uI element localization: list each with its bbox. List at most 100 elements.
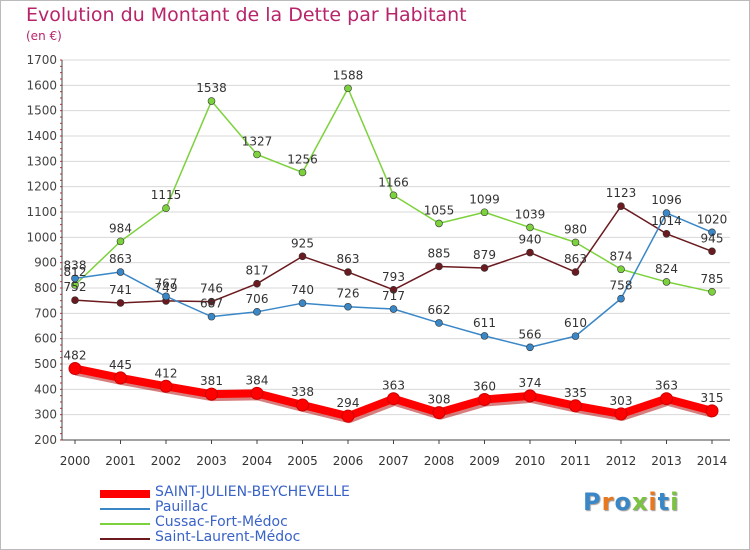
data-label: 662	[428, 303, 451, 317]
data-label: 1039	[515, 207, 546, 221]
data-label: 566	[519, 327, 542, 341]
data-point	[523, 389, 537, 403]
x-tick-label: 2002	[151, 454, 182, 468]
data-label: 315	[701, 391, 724, 405]
data-point	[344, 302, 352, 311]
data-label: 338	[291, 385, 314, 399]
x-tick-label: 2014	[697, 454, 728, 468]
data-point	[68, 362, 82, 376]
unit-label: (en €)	[26, 29, 62, 43]
y-tick-label: 700	[34, 306, 57, 320]
x-tick-label: 2005	[287, 454, 318, 468]
data-point	[114, 371, 127, 385]
data-label: 1020	[697, 212, 728, 226]
legend-swatch	[100, 538, 150, 540]
data-point	[389, 305, 398, 313]
data-point	[253, 279, 261, 288]
data-point	[341, 409, 355, 423]
proxiti-logo: Proxiti	[583, 488, 679, 516]
logo-letter: P	[583, 488, 602, 516]
data-label: 863	[109, 252, 132, 266]
data-label: 812	[64, 265, 87, 279]
data-point	[526, 223, 534, 232]
data-point	[480, 208, 489, 217]
data-point	[162, 204, 170, 212]
x-tick-label: 2012	[606, 454, 637, 468]
y-tick-label: 1000	[26, 230, 57, 244]
legend-swatch	[100, 490, 150, 498]
data-label: 687	[200, 297, 223, 311]
data-label: 308	[428, 393, 451, 407]
data-point	[571, 238, 580, 247]
data-point	[387, 392, 400, 406]
legend-label: Cussac-Fort-Médoc	[155, 514, 288, 530]
data-label: 863	[564, 252, 587, 266]
y-tick-label: 300	[34, 408, 57, 422]
data-label: 817	[246, 264, 269, 278]
data-point	[116, 237, 125, 246]
x-tick-label: 2001	[105, 454, 136, 468]
x-tick-label: 2011	[560, 454, 591, 468]
logo-letter: o	[614, 488, 632, 516]
logo-letter: r	[601, 488, 615, 516]
data-point	[253, 150, 261, 159]
data-point	[480, 264, 489, 272]
y-tick-label: 500	[34, 357, 57, 371]
data-label: 412	[155, 366, 178, 380]
data-point	[526, 248, 534, 257]
data-point	[116, 299, 125, 307]
data-point	[344, 268, 352, 276]
data-label: 980	[564, 222, 587, 236]
data-point	[253, 308, 261, 316]
data-point	[614, 407, 628, 421]
data-label: 482	[64, 349, 87, 363]
data-label: 384	[246, 373, 269, 387]
y-tick-label: 1600	[26, 78, 57, 92]
data-label: 879	[473, 248, 496, 262]
x-tick-label: 2004	[242, 454, 273, 468]
data-point	[71, 274, 79, 283]
data-point	[662, 278, 671, 286]
data-point	[662, 229, 671, 238]
x-tick-label: 2000	[60, 454, 91, 468]
data-point	[708, 287, 716, 296]
data-label: 824	[655, 262, 678, 276]
data-label: 885	[428, 246, 451, 260]
legend-swatch	[100, 523, 150, 525]
data-point	[435, 219, 443, 228]
data-point	[617, 294, 625, 303]
data-point	[662, 209, 671, 217]
chart-title: Evolution du Montant de la Dette par Hab…	[26, 4, 467, 26]
data-point	[389, 191, 398, 200]
logo-letter: t	[657, 488, 671, 516]
legend-label: SAINT-JULIEN-BEYCHEVELLE	[155, 484, 350, 500]
data-point	[162, 292, 170, 301]
data-label: 940	[519, 233, 542, 247]
data-label: 1538	[196, 81, 227, 95]
data-point	[116, 268, 125, 276]
y-tick-label: 600	[34, 332, 57, 346]
data-label: 838	[64, 258, 87, 272]
data-point	[708, 247, 716, 256]
data-label: 303	[610, 394, 633, 408]
data-point	[296, 398, 309, 412]
data-point	[250, 386, 264, 400]
data-label: 758	[610, 279, 633, 293]
x-tick-label: 2008	[424, 454, 455, 468]
data-label: 1166	[378, 175, 409, 189]
data-label: 1014	[651, 214, 682, 228]
data-point	[205, 387, 218, 401]
x-tick-label: 2003	[196, 454, 227, 468]
data-point	[617, 202, 625, 210]
data-label: 706	[246, 292, 269, 306]
data-point	[389, 285, 398, 294]
x-tick-label: 2006	[333, 454, 364, 468]
data-label: 445	[109, 358, 132, 372]
data-label: 717	[382, 289, 405, 303]
data-label: 752	[64, 280, 87, 294]
data-point	[617, 265, 625, 274]
y-tick-label: 1200	[26, 180, 57, 194]
data-point	[435, 319, 443, 327]
data-point	[660, 392, 673, 406]
